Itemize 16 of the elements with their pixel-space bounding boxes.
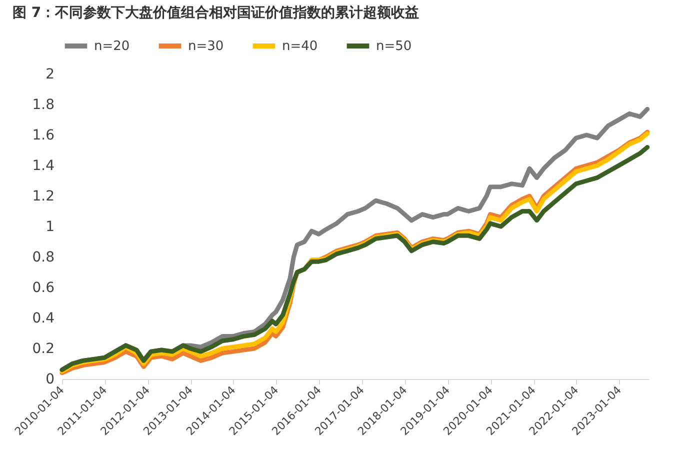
y-tick-label: 1 [46, 219, 54, 235]
chart-title: 图 7：不同参数下大盘价值组合相对国证价值指数的累计超额收益 [12, 4, 420, 21]
y-tick-label: 1.8 [32, 97, 54, 113]
legend-label: n=20 [94, 39, 130, 54]
y-tick-label: 1.2 [32, 188, 54, 204]
y-tick-label: 2 [46, 66, 54, 82]
y-tick-label: 0.6 [32, 280, 55, 296]
y-tick-label: 1.6 [32, 128, 55, 144]
y-tick-label: 0.4 [32, 310, 55, 326]
y-tick-label: 0.2 [32, 341, 54, 357]
legend-label: n=50 [376, 39, 412, 54]
y-tick-label: 1.4 [32, 158, 55, 174]
legend-label: n=30 [188, 39, 224, 54]
y-tick-label: 0 [46, 372, 54, 388]
legend-label: n=40 [282, 39, 318, 54]
y-tick-label: 0.8 [32, 250, 54, 266]
